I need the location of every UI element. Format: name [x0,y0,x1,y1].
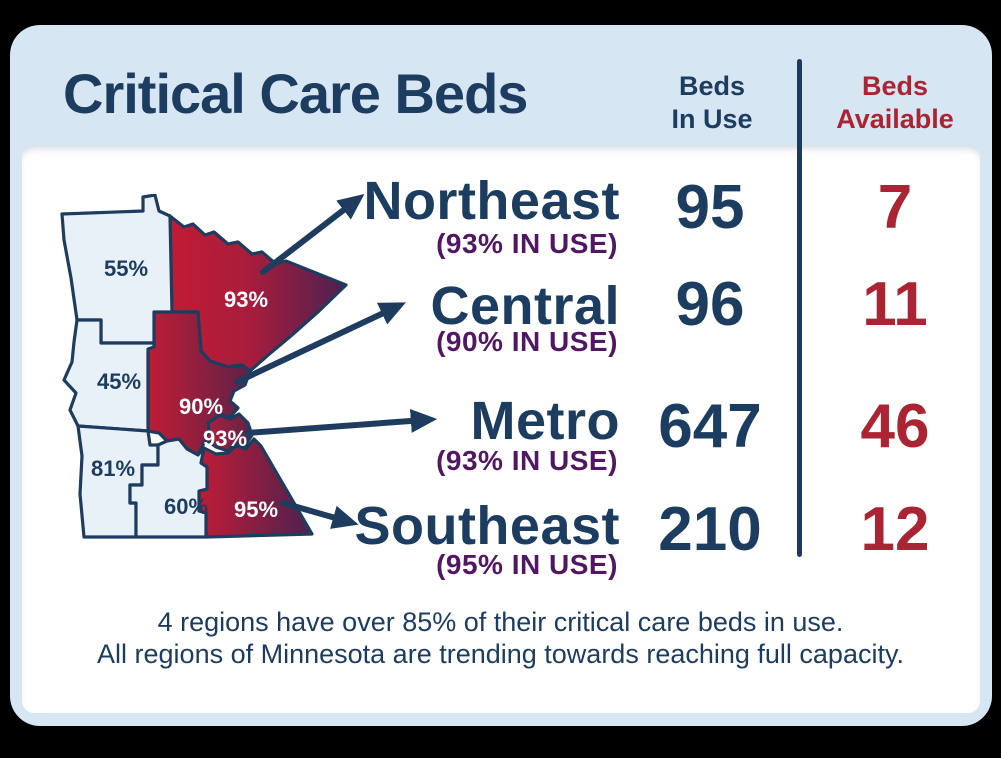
column-header-beds-available-line2: Available [836,104,954,134]
map-label-southwest: 81% [91,456,135,481]
beds-in-use-northeast: 95 [675,173,745,242]
beds-available-central: 11 [862,270,928,339]
region-name-metro: Metro [470,391,620,451]
beds-in-use-southeast: 210 [658,495,762,564]
map-region-south-central [128,437,209,539]
map-label-southeast: 95% [234,497,278,522]
beds-in-use-metro: 647 [658,392,762,461]
beds-in-use-central: 96 [675,270,745,339]
column-header-beds-in-use-line1: Beds [678,71,746,101]
region-pct-metro: (93% IN USE) [436,445,618,476]
region-pct-northeast: (93% IN USE) [436,228,618,259]
region-pct-southeast: (95% IN USE) [436,549,618,580]
map-region-metro [203,412,254,453]
column-header-beds-in-use: Beds In Use [627,70,797,136]
map-label-metro: 93% [203,426,247,451]
footer-line1: 4 regions have over 85% of their critica… [157,607,844,637]
map-label-northeast: 93% [224,287,268,312]
column-divider-line [797,59,802,557]
region-name-central: Central [430,276,620,336]
map-label-central: 90% [179,394,223,419]
footer-line2: All regions of Minnesota are trending to… [97,639,904,669]
arrow-southeast [280,500,359,529]
region-name-northeast: Northeast [363,171,620,231]
column-header-beds-available-line1: Beds [861,71,929,101]
column-header-beds-in-use-line2: In Use [671,104,753,134]
region-pct-central: (90% IN USE) [436,326,618,357]
arrow-metro [244,408,438,436]
beds-available-southeast: 12 [860,495,930,564]
region-name-southeast: Southeast [354,496,620,556]
column-header-beds-available: Beds Available [810,70,980,136]
page-title: Critical Care Beds [63,62,528,125]
map-region-northwest [60,194,174,345]
beds-available-metro: 46 [860,392,930,461]
map-label-south-central: 60% [164,494,208,519]
map-label-west-central: 45% [97,369,141,394]
minnesota-map: 55% 45% 81% 60% 93% 90% 93% 95% [60,194,438,539]
arrow-northeast [260,194,365,275]
map-label-northwest: 55% [104,256,148,281]
arrow-central [234,302,406,385]
beds-available-northeast: 7 [877,173,913,242]
